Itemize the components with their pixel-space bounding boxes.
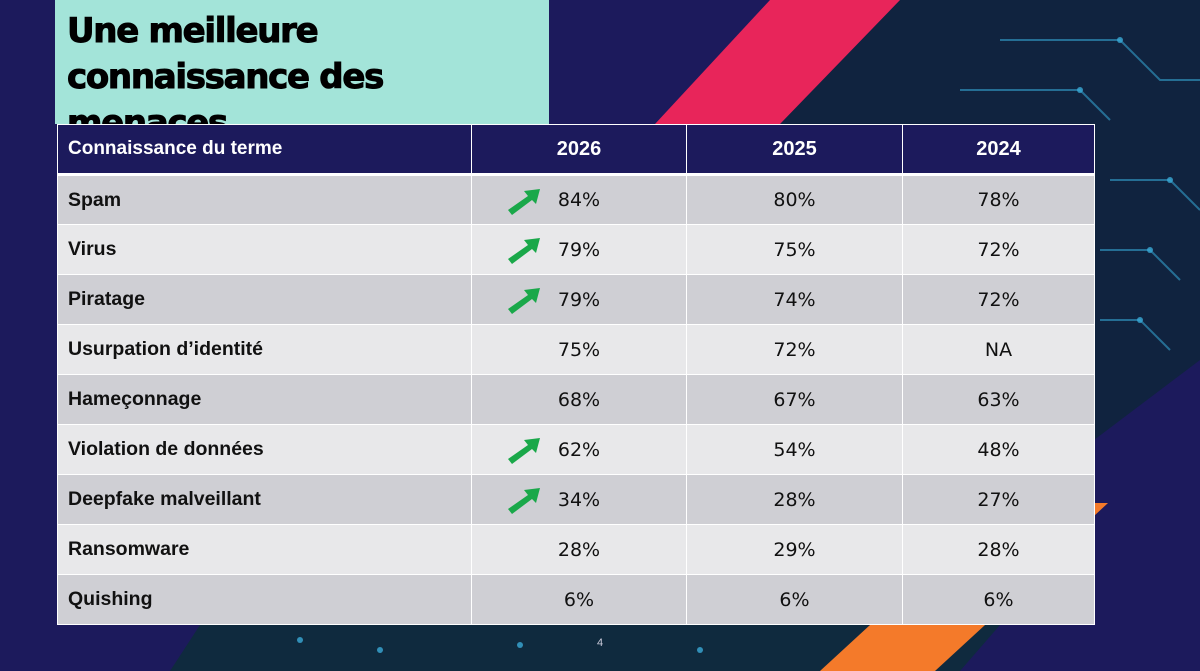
value-2025: 28% xyxy=(686,474,903,525)
percentage-value: 72% xyxy=(773,338,816,361)
trend-up-arrow-icon xyxy=(508,238,540,264)
percentage-value: 48% xyxy=(977,438,1020,461)
value-2025: 29% xyxy=(686,524,903,575)
term-label: Piratage xyxy=(57,274,472,325)
percentage-value: 63% xyxy=(977,388,1020,411)
trend-up-arrow-icon xyxy=(508,488,540,514)
term-label: Usurpation d’identité xyxy=(57,324,472,375)
table-row: Spam 84% 80% 78% xyxy=(57,174,1095,225)
percentage-value: 74% xyxy=(773,288,816,311)
tech-image-top xyxy=(780,0,1200,440)
title-box: Une meilleure connaissance des menaces xyxy=(55,0,549,144)
trend-up-arrow-icon xyxy=(508,438,540,464)
term-label: Hameçonnage xyxy=(57,374,472,425)
percentage-value: 62% xyxy=(557,438,601,461)
table-body: Spam 84% 80% 78% Virus 79% 75% 72% Piratage 79% 74… xyxy=(57,174,1095,625)
percentage-value: 28% xyxy=(773,488,816,511)
pink-stripe xyxy=(655,0,900,124)
percentage-value: 72% xyxy=(977,238,1020,261)
percentage-value: 79% xyxy=(557,238,601,261)
value-2026: 79% xyxy=(471,224,687,275)
percentage-value: 75% xyxy=(773,238,816,261)
value-2024: NA xyxy=(902,324,1095,375)
percentage-value: 29% xyxy=(773,538,816,561)
percentage-value: 78% xyxy=(977,189,1020,211)
table-row: Violation de données 62% 54% 48% xyxy=(57,424,1095,475)
value-2024: 6% xyxy=(902,574,1095,625)
value-2026: 28% xyxy=(471,524,687,575)
header-term: Connaissance du terme xyxy=(57,124,472,176)
term-label: Deepfake malveillant xyxy=(57,474,472,525)
header-2025: 2025 xyxy=(686,124,903,176)
header-2026: 2026 xyxy=(471,124,687,176)
percentage-value: NA xyxy=(984,338,1013,361)
value-2026: 62% xyxy=(471,424,687,475)
value-2025: 75% xyxy=(686,224,903,275)
table-row: Virus 79% 75% 72% xyxy=(57,224,1095,275)
percentage-value: 6% xyxy=(779,588,810,611)
slide-title: Une meilleure connaissance des menaces xyxy=(67,11,385,144)
percentage-value: 68% xyxy=(557,388,601,411)
percentage-value: 6% xyxy=(983,588,1014,611)
percentage-value: 28% xyxy=(977,538,1020,561)
percentage-value: 79% xyxy=(557,288,601,311)
trend-up-arrow-icon xyxy=(508,288,540,314)
term-label: Virus xyxy=(57,224,472,275)
value-2026: 75% xyxy=(471,324,687,375)
awareness-table: Connaissance du terme 2026 2025 2024 Spa… xyxy=(57,124,1095,625)
percentage-value: 84% xyxy=(557,189,601,211)
value-2025: 54% xyxy=(686,424,903,475)
value-2024: 63% xyxy=(902,374,1095,425)
value-2024: 48% xyxy=(902,424,1095,475)
tech-image-bottom xyxy=(170,625,1000,671)
term-label: Spam xyxy=(57,174,472,225)
value-2024: 78% xyxy=(902,174,1095,225)
table-row: Hameçonnage 68% 67% 63% xyxy=(57,374,1095,425)
value-2025: 72% xyxy=(686,324,903,375)
header-2024: 2024 xyxy=(902,124,1095,176)
table-row: Usurpation d’identité 75% 72% NA xyxy=(57,324,1095,375)
page-number: 4 xyxy=(596,637,604,649)
value-2025: 74% xyxy=(686,274,903,325)
percentage-value: 72% xyxy=(977,288,1020,311)
value-2026: 34% xyxy=(471,474,687,525)
table-row: Quishing 6% 6% 6% xyxy=(57,574,1095,625)
percentage-value: 80% xyxy=(773,189,816,211)
value-2025: 80% xyxy=(686,174,903,225)
orange-stripe xyxy=(820,625,985,671)
table-row: Deepfake malveillant 34% 28% 27% xyxy=(57,474,1095,525)
table-row: Piratage 79% 74% 72% xyxy=(57,274,1095,325)
value-2024: 72% xyxy=(902,224,1095,275)
value-2024: 27% xyxy=(902,474,1095,525)
value-2026: 6% xyxy=(471,574,687,625)
percentage-value: 27% xyxy=(977,488,1020,511)
term-label: Ransomware xyxy=(57,524,472,575)
value-2026: 68% xyxy=(471,374,687,425)
percentage-value: 28% xyxy=(557,538,601,561)
table-row: Ransomware 28% 29% 28% xyxy=(57,524,1095,575)
value-2025: 6% xyxy=(686,574,903,625)
value-2024: 72% xyxy=(902,274,1095,325)
percentage-value: 34% xyxy=(557,488,601,511)
term-label: Violation de données xyxy=(57,424,472,475)
percentage-value: 54% xyxy=(773,438,816,461)
value-2024: 28% xyxy=(902,524,1095,575)
percentage-value: 6% xyxy=(563,588,595,611)
trend-up-arrow-icon xyxy=(508,189,540,215)
percentage-value: 67% xyxy=(773,388,816,411)
orange-stripe-small xyxy=(1094,503,1108,516)
table-header-row: Connaissance du terme 2026 2025 2024 xyxy=(57,124,1095,176)
value-2026: 79% xyxy=(471,274,687,325)
term-label: Quishing xyxy=(57,574,472,625)
value-2026: 84% xyxy=(471,174,687,225)
percentage-value: 75% xyxy=(557,338,601,361)
value-2025: 67% xyxy=(686,374,903,425)
